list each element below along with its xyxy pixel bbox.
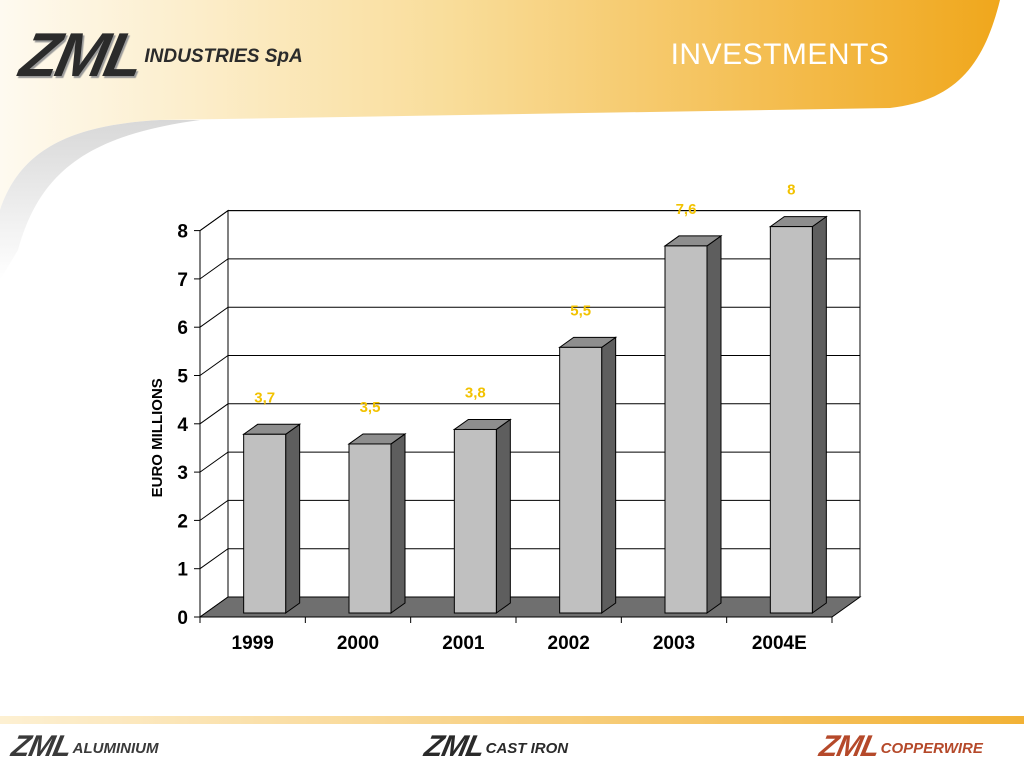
x-tick-label: 2004E <box>752 633 807 654</box>
bar-value-label: 7,6 <box>676 201 697 218</box>
footer-logo-mark: ZML <box>8 730 75 763</box>
x-tick-label: 2000 <box>337 633 379 654</box>
logo-text: INDUSTRIES SpA <box>144 46 303 67</box>
gridline <box>199 403 860 425</box>
bar-value-label: 8 <box>787 182 795 199</box>
bar-side <box>390 432 406 614</box>
investments-bar-chart: 3,7 1999 3,5 2000 3,8 2001 5,5 2002 7,6 2003 8 2004… <box>149 182 862 654</box>
slide-title: INVESTMENTS <box>670 38 890 71</box>
header-banner <box>0 0 1000 210</box>
y-tick-label: 8 <box>177 222 188 243</box>
gridline <box>199 451 860 473</box>
gridline <box>199 355 860 376</box>
y-tick-label: 1 <box>177 560 188 581</box>
footer-logo-mark: ZML <box>421 730 488 763</box>
bar <box>664 245 708 614</box>
footer-logo-text: CAST IRON <box>485 740 569 757</box>
bar-value-label: 3,7 <box>254 389 275 406</box>
gridline <box>199 210 860 232</box>
bar <box>243 433 287 614</box>
y-axis-label: EURO MILLIONS <box>149 378 166 497</box>
y-tick-label: 3 <box>177 463 188 484</box>
y-tick-label: 5 <box>177 367 188 388</box>
gridline <box>199 258 860 280</box>
footer-logo-text: COPPERWIRE <box>880 740 983 757</box>
y-tick-label: 0 <box>177 608 188 629</box>
y-tick-label: 6 <box>177 318 188 339</box>
y-tick-label: 7 <box>177 270 188 291</box>
bar-side <box>495 418 511 614</box>
bar-value-label: 3,5 <box>360 399 381 416</box>
bar-side <box>706 234 722 614</box>
bar-side <box>285 423 301 614</box>
bar-side <box>601 336 617 614</box>
company-logo: ZMLINDUSTRIES SpA <box>15 20 303 91</box>
x-tick-label: 2002 <box>548 633 590 654</box>
x-tick-label: 1999 <box>232 633 274 654</box>
left-swoosh <box>0 120 200 280</box>
footer-band <box>0 716 1024 724</box>
bar-side <box>811 215 827 614</box>
bar <box>453 428 497 614</box>
x-tick-label: 2003 <box>653 633 695 654</box>
y-tick-label: 4 <box>177 415 188 436</box>
bar <box>769 226 813 614</box>
footer-logo-text: ALUMINIUM <box>72 740 159 757</box>
bar <box>348 443 392 614</box>
gridline <box>199 306 860 328</box>
bar <box>559 346 603 614</box>
footer-logo-aluminium: ZMLALUMINIUM <box>9 730 159 764</box>
bar-value-label: 3,8 <box>465 384 486 401</box>
footer-logo-cast-iron: ZMLCAST IRON <box>422 730 569 764</box>
bar-value-label: 5,5 <box>570 302 591 319</box>
gridline <box>199 499 860 521</box>
footer-logo-mark: ZML <box>816 730 883 763</box>
y-tick-label: 2 <box>177 511 188 532</box>
footer-logo-copperwire: ZMLCOPPERWIRE <box>817 730 983 764</box>
gridline <box>199 548 860 570</box>
x-tick-label: 2001 <box>442 633 485 654</box>
